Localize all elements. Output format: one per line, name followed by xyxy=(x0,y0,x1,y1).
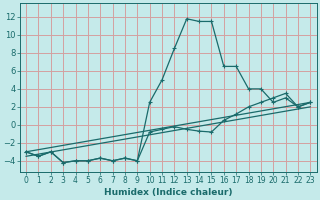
X-axis label: Humidex (Indice chaleur): Humidex (Indice chaleur) xyxy=(104,188,232,197)
